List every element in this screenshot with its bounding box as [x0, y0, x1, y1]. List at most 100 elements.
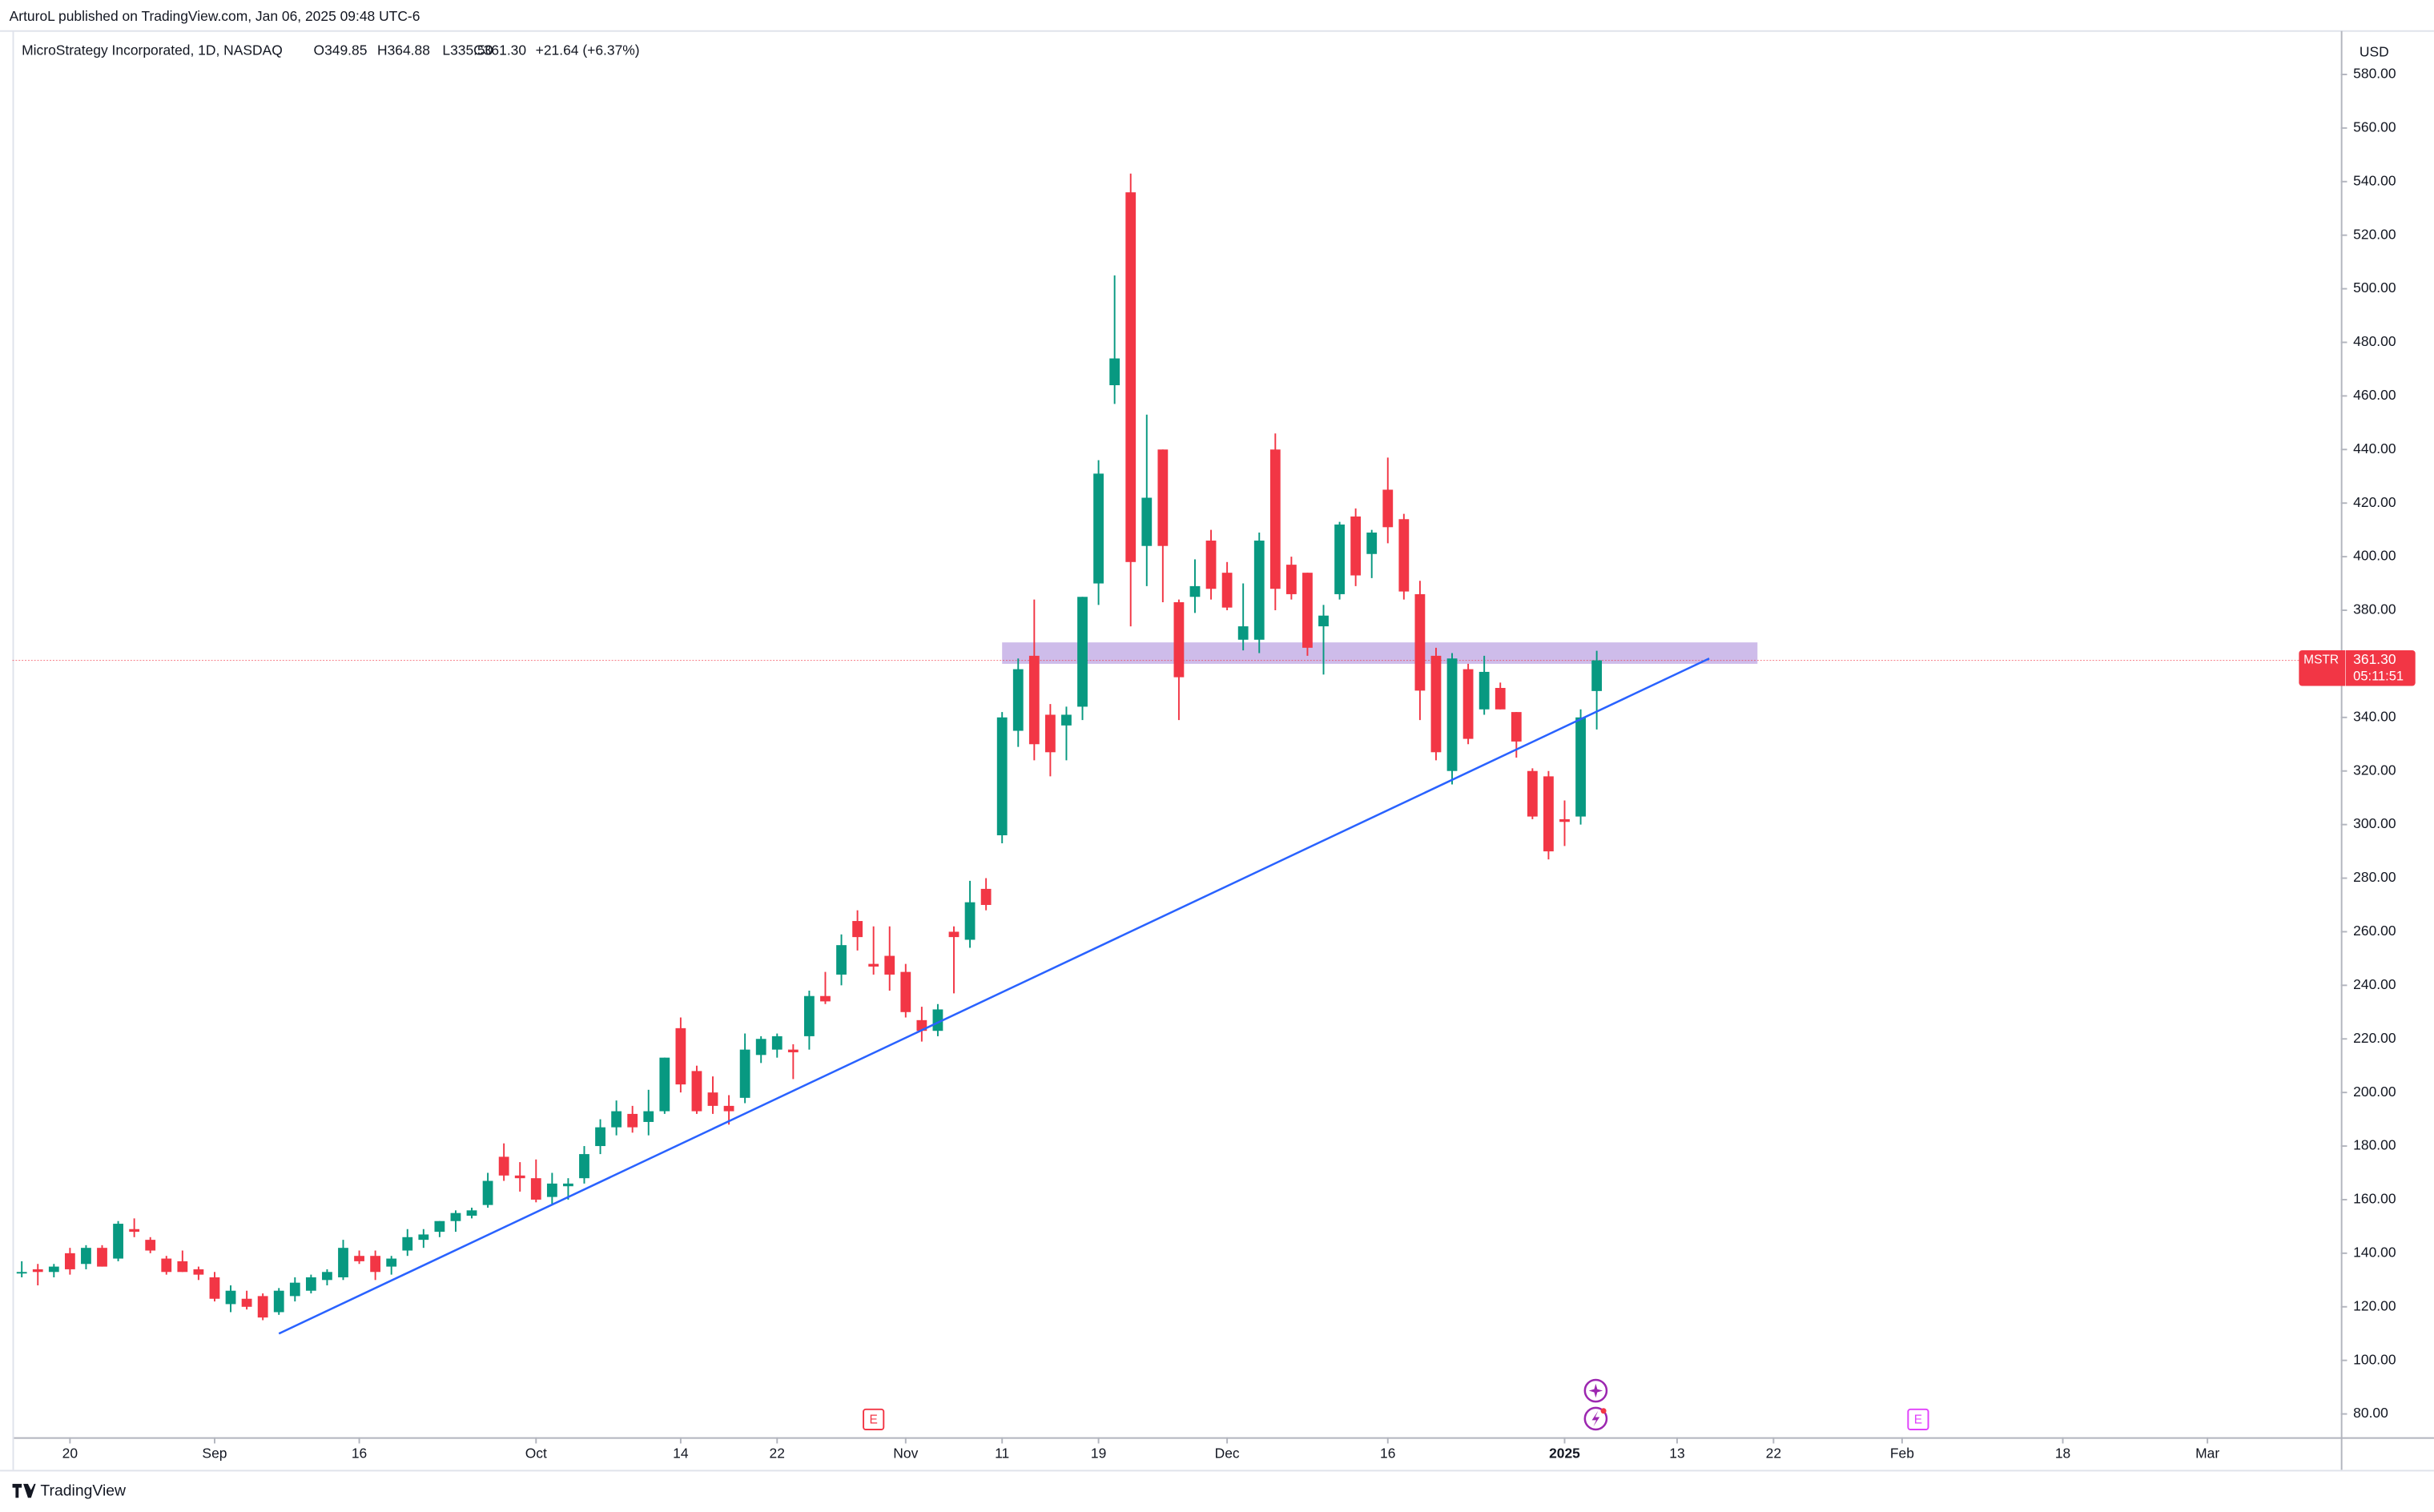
x-tick-label: Mar: [2195, 1446, 2219, 1462]
candle-body: [1044, 714, 1056, 753]
candle-body: [354, 1256, 364, 1261]
candle-body: [627, 1113, 638, 1128]
candle-body: [402, 1237, 413, 1251]
candle-body: [48, 1266, 59, 1273]
candle-body: [1189, 585, 1201, 597]
icons: [1583, 1378, 1608, 1431]
candle-body: [1093, 473, 1104, 584]
y-tick-label: 280.00: [2353, 869, 2396, 885]
y-tick-label: 460.00: [2353, 387, 2396, 403]
candle-body: [755, 1039, 766, 1056]
y-tick-label: 300.00: [2353, 815, 2396, 831]
price-tag-symbol: MSTR: [2303, 653, 2339, 667]
x-tick-label: Nov: [893, 1446, 918, 1462]
candle-body: [820, 995, 831, 1002]
event-icon-bolt: [1591, 1410, 1600, 1427]
candle-body: [1205, 541, 1217, 589]
y-tick-label: 160.00: [2353, 1191, 2396, 1207]
candle-body: [868, 963, 879, 967]
legend-close: C361.30: [473, 42, 526, 58]
y-tick-label: 120.00: [2353, 1297, 2396, 1313]
candle-body: [1221, 573, 1233, 608]
y-tick-label: 80.00: [2353, 1405, 2388, 1421]
x-tick-label: 2025: [1549, 1446, 1580, 1462]
candle-body: [129, 1228, 140, 1233]
candle-body: [723, 1105, 734, 1112]
y-tick-label: 580.00: [2353, 66, 2396, 82]
candle-body: [771, 1035, 783, 1050]
candle-body: [434, 1220, 445, 1233]
candle-body: [273, 1290, 284, 1313]
candle-body: [1479, 671, 1490, 710]
candle-body: [1061, 714, 1072, 726]
currency: USD: [2360, 44, 2389, 60]
legend-low: L335.50: [442, 42, 493, 58]
price-tag-countdown: 05:11:51: [2353, 669, 2404, 683]
candle-body: [225, 1290, 236, 1305]
x-tick-label: 11: [995, 1446, 1009, 1462]
candle-body: [1575, 717, 1586, 817]
candle-body: [466, 1210, 477, 1216]
candle-body: [1382, 489, 1394, 528]
candle-body: [579, 1154, 589, 1179]
candle-body: [836, 945, 847, 975]
candle-body: [257, 1296, 268, 1318]
candle-body: [16, 1272, 27, 1274]
y-tick-label: 220.00: [2353, 1030, 2396, 1046]
candle-body: [1462, 669, 1474, 739]
candle-body: [177, 1261, 188, 1273]
y-tick-label: 240.00: [2353, 976, 2396, 992]
candle-body: [530, 1178, 541, 1200]
candle-body: [1285, 565, 1297, 594]
candle-body: [1077, 597, 1088, 707]
candle-body: [498, 1156, 509, 1176]
candle-body: [1495, 688, 1506, 710]
candle-body: [1398, 519, 1410, 592]
candle-body: [1334, 524, 1345, 594]
candle-body: [787, 1049, 799, 1052]
y-tick-label: 180.00: [2353, 1137, 2396, 1153]
candle-body: [145, 1240, 156, 1251]
candle-body: [1559, 818, 1570, 822]
candle-body: [289, 1282, 300, 1297]
candle-body: [338, 1248, 348, 1277]
event-marker[interactable]: [863, 1408, 885, 1430]
candle-body: [113, 1224, 123, 1259]
event-marker-label: E: [869, 1413, 877, 1426]
event-marker[interactable]: [1907, 1408, 1929, 1430]
candle-body: [193, 1269, 204, 1275]
candle-body: [1591, 660, 1603, 691]
trendline: [278, 657, 1710, 1335]
y-tick-label: 560.00: [2353, 119, 2396, 135]
y-tick-label: 480.00: [2353, 333, 2396, 349]
x-tick-label: Oct: [525, 1446, 547, 1462]
candle-body: [1157, 449, 1169, 546]
candle-body: [1511, 712, 1522, 742]
legend-open: O349.85: [314, 42, 368, 58]
candle-body: [643, 1111, 654, 1122]
y-tick-label: 440.00: [2353, 440, 2396, 456]
candle-body: [305, 1277, 316, 1291]
candle-body: [852, 921, 863, 938]
x-tick-label: 18: [2055, 1446, 2070, 1462]
candle-body: [1141, 497, 1153, 546]
candle-body: [81, 1248, 91, 1265]
publish-note: ArturoL published on TradingView.com, Ja…: [10, 8, 420, 24]
legend-high: H364.88: [377, 42, 430, 58]
candle-body: [241, 1298, 252, 1307]
candle-body: [1125, 192, 1137, 562]
candle-body: [1109, 358, 1120, 386]
candle-body: [563, 1183, 573, 1187]
legend-change: +21.64 (+6.37%): [536, 42, 640, 58]
y-tick-label: 320.00: [2353, 762, 2396, 778]
candle-body: [964, 902, 976, 940]
candle-body: [209, 1277, 220, 1299]
x-tick-label: 16: [1380, 1446, 1395, 1462]
y-tick-label: 140.00: [2353, 1244, 2396, 1260]
candle-body: [739, 1049, 750, 1098]
candle-body: [884, 955, 895, 975]
candle-body: [1028, 655, 1040, 745]
candle-body: [675, 1027, 686, 1085]
candle-body: [948, 931, 960, 938]
